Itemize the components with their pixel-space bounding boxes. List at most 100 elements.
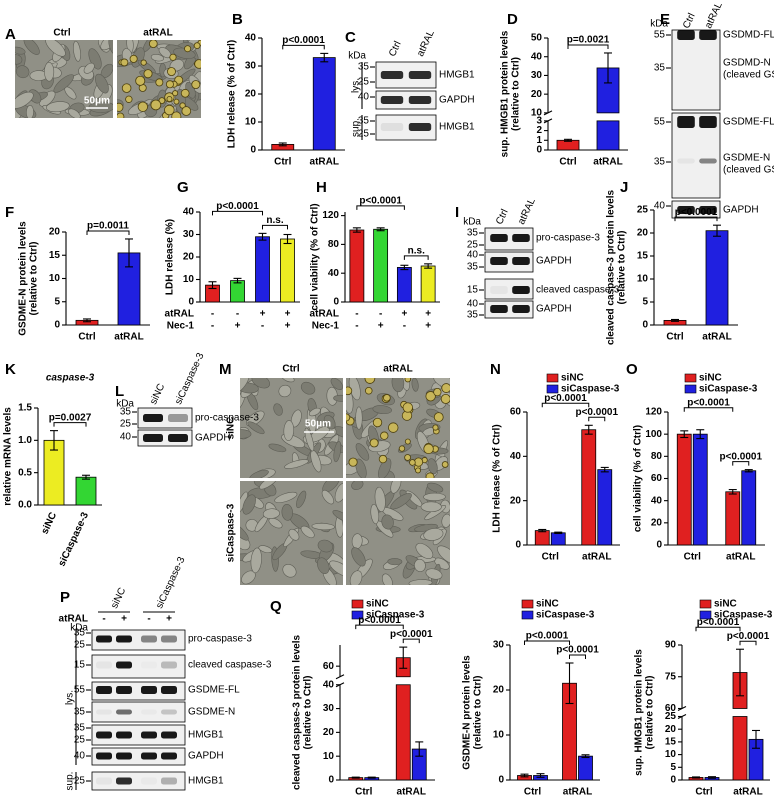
cell [44,61,55,82]
cell [333,441,342,463]
rounded-cell [348,457,358,467]
rounded-cell [441,383,450,393]
rounded-cell [140,59,147,66]
cell [355,458,367,478]
error-bar [82,474,90,480]
rounded-cell [441,461,449,468]
x-tick-label: Ctrl [274,157,291,168]
x-tick-label: Ctrl [559,157,576,168]
marker-label: 25 [74,640,86,651]
y-tick-label: 20 [637,228,649,239]
marker-label: 25 [74,776,86,787]
y-tick-label: 100 [645,429,662,440]
condition-label: atRAL [59,614,88,625]
blot-band [143,414,163,422]
band-label: cleaved caspase-3 [536,285,620,296]
band-label: GSDMD-N [723,58,771,69]
panel-letter: L [115,383,124,400]
blot-band [408,71,432,79]
rounded-cell [433,387,442,397]
cell [423,492,446,501]
legend-swatch [351,610,364,620]
y-tick-label: 75 [665,671,677,682]
y-axis-label: (relative to Ctrl) [511,57,522,131]
condition-value: + [166,614,172,625]
x-tick-label: atRAL [733,787,762,797]
marker-label: 55 [74,685,86,696]
y-axis-label: GSDME-N protein levels [462,655,473,770]
significance-bracket [86,230,130,235]
column-label: Ctrl [282,364,299,375]
bar [420,265,436,303]
band-label: GSDME-N [723,153,770,164]
error-bar [554,531,563,535]
y-axis-label: LDH release (% of Ctrl) [492,424,503,532]
blot-band [512,305,530,313]
band-label: GSDMD-FL [723,30,774,41]
blot-band [161,686,177,694]
condition-value: - [211,309,214,320]
y-tick-label: 0 [250,145,256,156]
x-tick-label: atRAL [582,552,611,563]
bar [255,236,270,303]
y-tick-label: 10 [665,749,677,760]
marker-label: 35 [467,262,479,273]
y-tick-label: 40 [183,207,195,218]
column-label: atRAL [143,28,172,39]
scale-bar-label: 50μm [305,419,331,430]
y-tick-label: 2 [536,125,542,136]
error-bar [536,773,545,778]
blot-strip [91,701,186,723]
axis-break [335,674,345,680]
significance-bracket [53,422,87,427]
significance-label: p=0.0027 [49,412,92,423]
band-label: pro-caspase-3 [188,634,252,645]
rounded-cell [166,96,173,102]
cell [355,406,363,430]
error-bar [351,776,360,779]
rounded-cell [404,454,411,461]
y-axis-label: LDH release (% of Ctrl) [227,40,238,148]
y-tick-label: 20 [183,252,195,263]
rounded-cell [364,386,373,395]
blot-band [141,635,157,643]
blot-band [161,661,177,669]
rounded-cell [404,378,412,383]
cell [391,378,405,393]
cell [300,525,315,539]
significance-label: p<0.0001 [390,629,433,640]
error-bar [708,776,716,779]
y-tick-label: 120 [322,210,339,221]
blot-band [116,752,132,760]
blot-band [677,158,695,164]
row-label: siCaspase-3 [226,503,237,562]
cell [370,503,380,525]
rounded-cell [383,394,391,402]
y-axis-label: sup. HMGB1 protein levels [634,649,645,776]
y-tick-label: 5 [642,297,648,308]
blot-band [168,434,188,442]
blot-band [380,96,404,104]
y-tick-label: 30 [493,640,505,651]
rounded-cell [409,459,416,466]
y-tick-label: 0 [642,320,648,331]
y-tick-label: 25 [637,205,649,216]
error-bar [125,238,133,268]
blot-band [161,777,177,785]
legend-swatch [521,599,534,609]
blot-band [96,709,112,715]
panel-letter: O [626,361,638,378]
cell [378,458,392,478]
y-tick-label: 10 [183,274,195,285]
column-label: Ctrl [53,28,70,39]
cell [351,481,364,490]
legend-label: siCaspase-3 [536,610,595,621]
error-bar [696,429,705,440]
y-tick-label: 0 [333,297,339,308]
condition-value: + [425,309,431,320]
kda-label: kDa [650,19,668,30]
significance-bracket [739,640,757,646]
y-tick-label: 50 [531,33,543,44]
x-tick-label: atRAL [702,332,731,343]
micrograph [240,481,343,585]
